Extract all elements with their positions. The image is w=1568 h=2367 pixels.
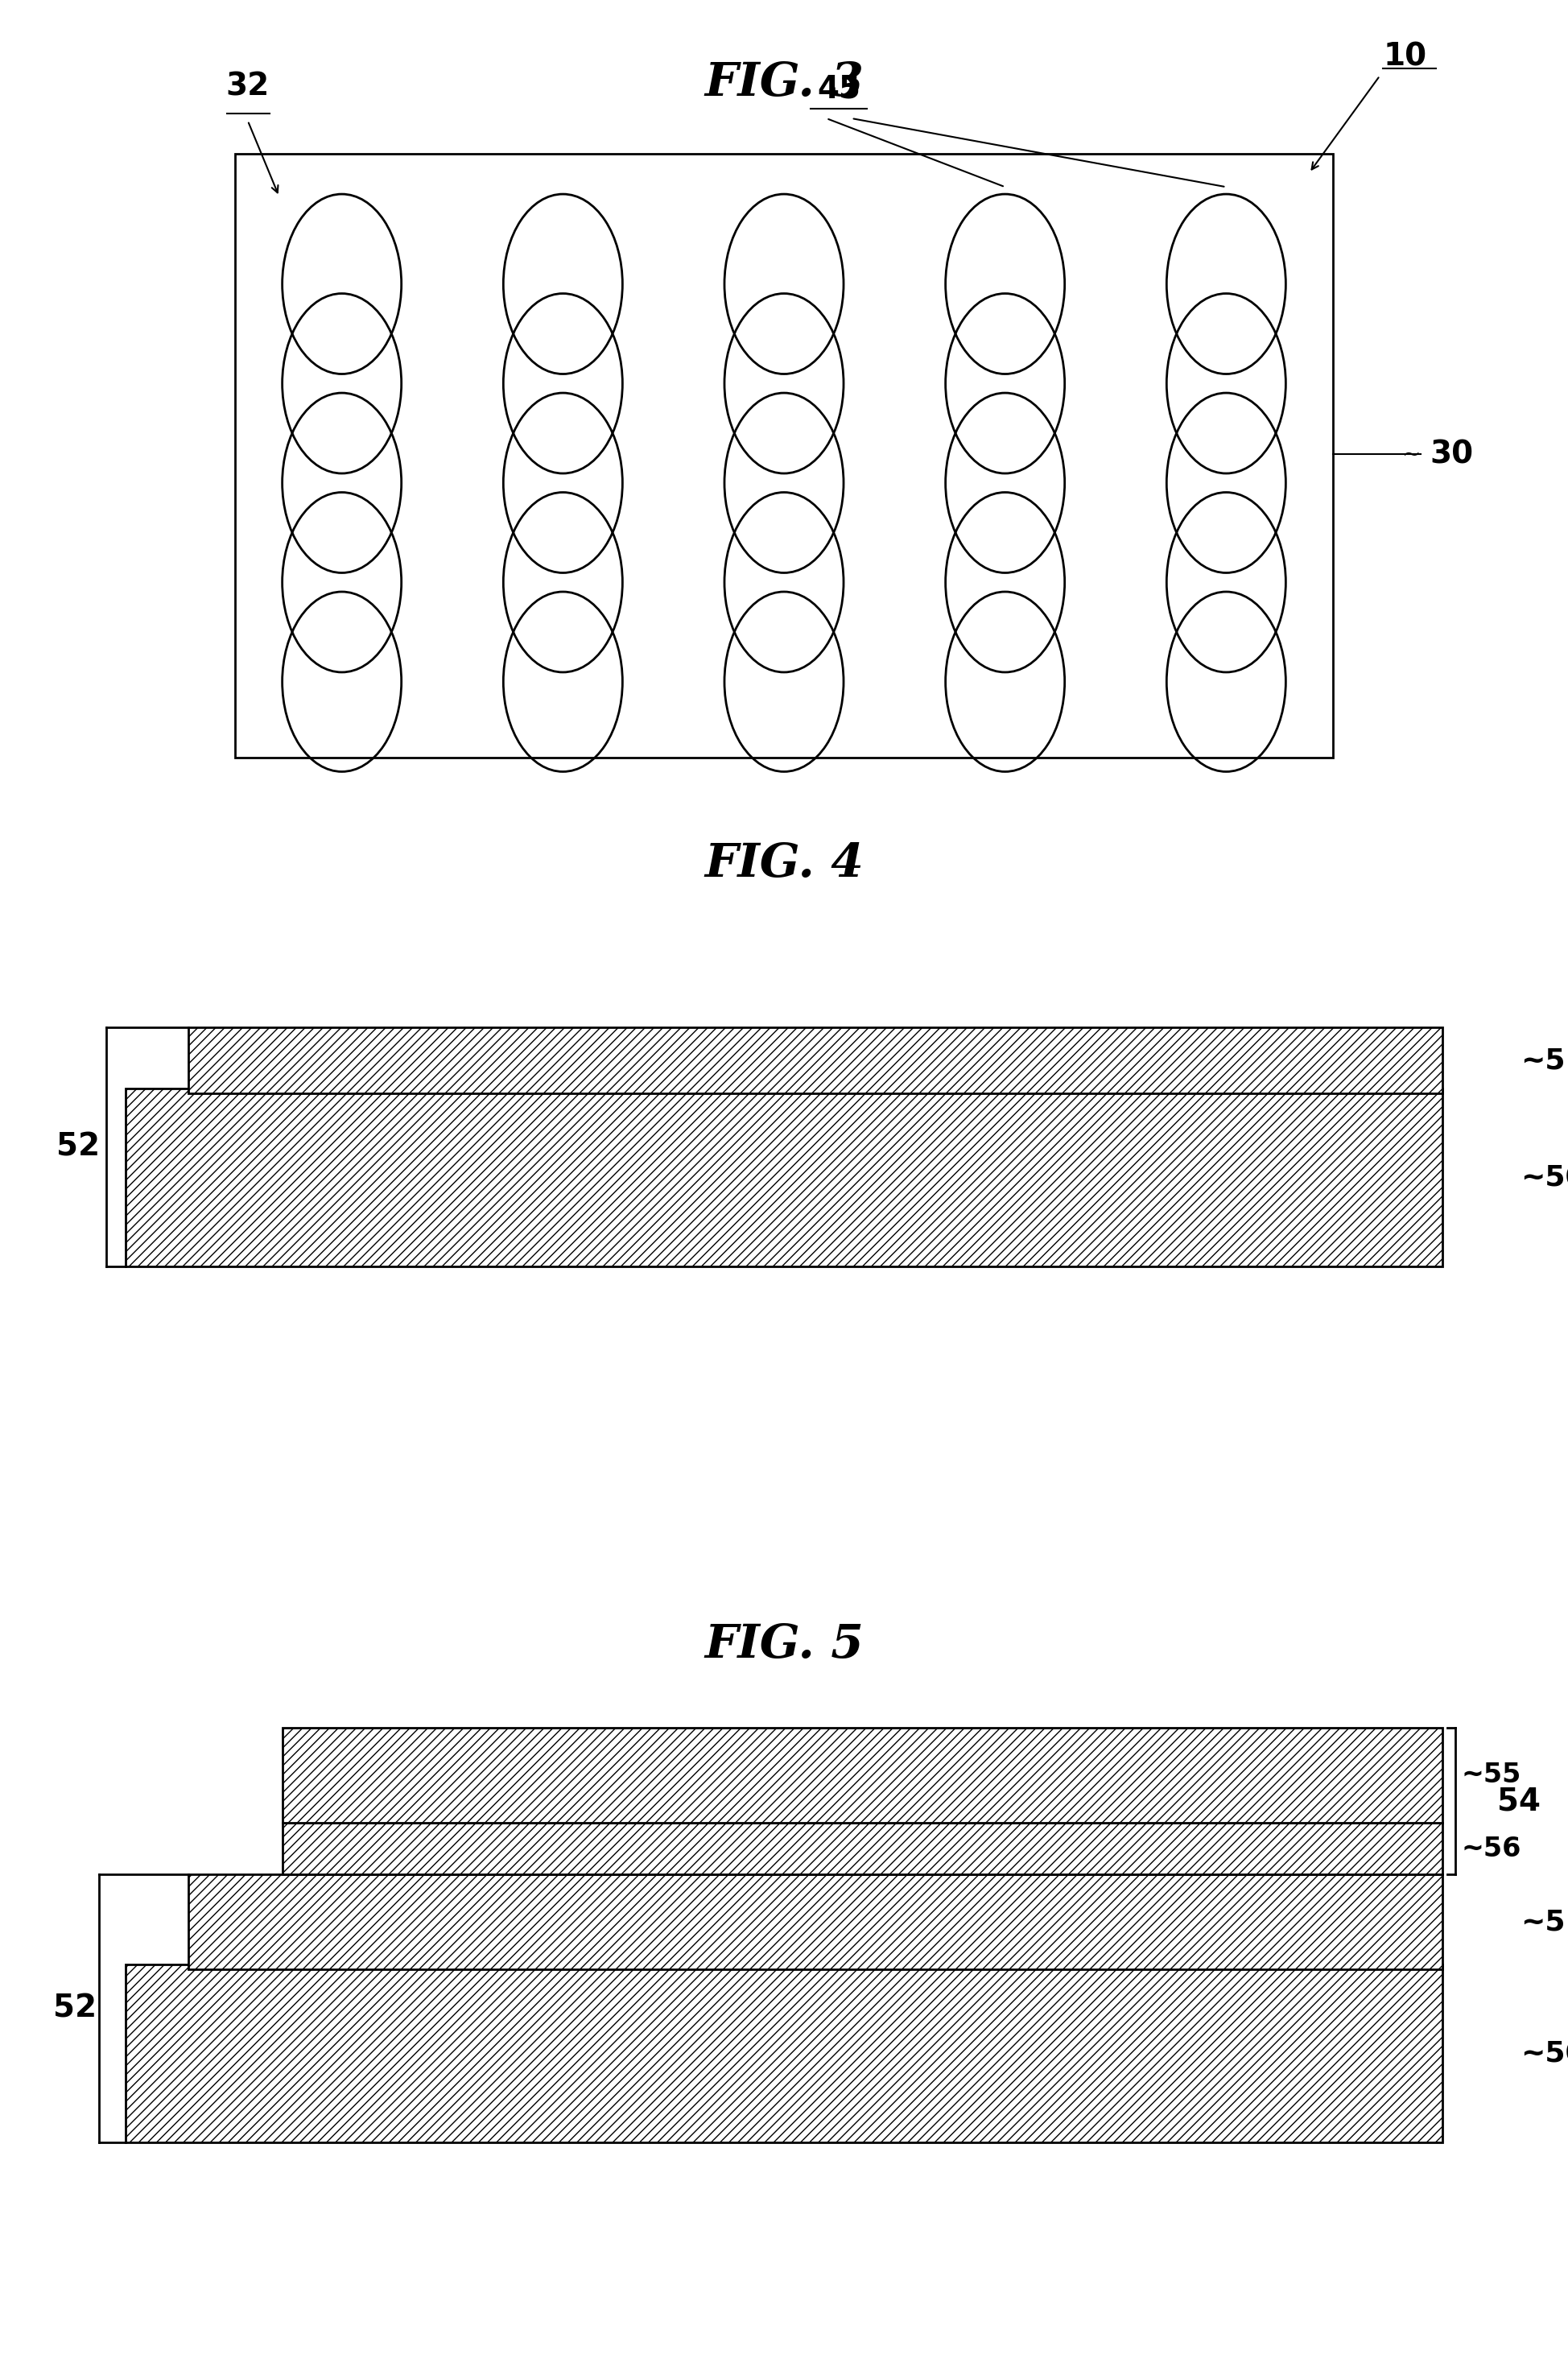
Text: FIG. 3: FIG. 3 <box>704 59 864 107</box>
Text: 30: 30 <box>1430 440 1474 469</box>
Text: 54: 54 <box>1497 1787 1541 1815</box>
Text: ~55: ~55 <box>1461 1761 1521 1789</box>
Bar <box>125 1965 1443 2142</box>
Text: ~: ~ <box>1402 443 1421 466</box>
Bar <box>235 154 1333 757</box>
Text: 52: 52 <box>56 1131 100 1162</box>
Bar <box>125 1089 1443 1266</box>
Bar <box>188 1027 1443 1094</box>
Text: 32: 32 <box>226 71 270 102</box>
Text: ~50: ~50 <box>1521 1165 1568 1191</box>
Text: ~51: ~51 <box>1521 1908 1568 1936</box>
Bar <box>282 1823 1443 1875</box>
Text: 52: 52 <box>53 1993 97 2024</box>
Text: ~56: ~56 <box>1461 1834 1521 1863</box>
Bar <box>188 1875 1443 1969</box>
Text: 10: 10 <box>1383 43 1427 71</box>
Text: ~51: ~51 <box>1521 1046 1568 1075</box>
Text: ~50: ~50 <box>1521 2040 1568 2066</box>
Text: FIG. 4: FIG. 4 <box>704 840 864 888</box>
Text: 45: 45 <box>817 73 861 104</box>
Text: FIG. 5: FIG. 5 <box>704 1621 864 1669</box>
Bar <box>282 1728 1443 1823</box>
